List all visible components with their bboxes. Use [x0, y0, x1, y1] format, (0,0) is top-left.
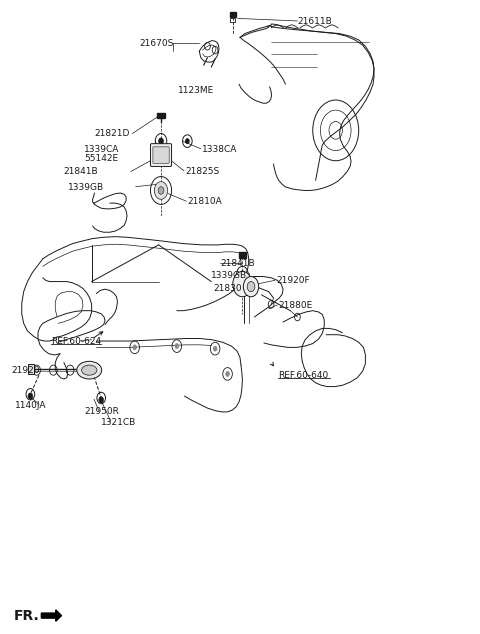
Text: 21825S: 21825S: [185, 167, 219, 176]
Text: 1339CA: 1339CA: [84, 145, 120, 154]
FancyBboxPatch shape: [153, 147, 169, 164]
Circle shape: [240, 271, 245, 277]
Text: 1339GB: 1339GB: [211, 271, 247, 280]
Circle shape: [99, 397, 104, 403]
Circle shape: [175, 344, 179, 349]
Circle shape: [243, 276, 259, 297]
Circle shape: [226, 372, 229, 377]
Text: 1123ME: 1123ME: [178, 86, 214, 95]
Text: 21810A: 21810A: [187, 197, 222, 206]
Circle shape: [213, 346, 217, 351]
Bar: [230, 12, 236, 16]
Circle shape: [247, 281, 255, 292]
Bar: [239, 252, 246, 257]
Bar: [157, 113, 165, 118]
Ellipse shape: [82, 365, 97, 375]
Text: 55142E: 55142E: [84, 154, 119, 164]
Text: REF.60-624: REF.60-624: [51, 337, 101, 346]
Text: 21841B: 21841B: [63, 167, 97, 176]
Text: 21880E: 21880E: [278, 301, 312, 310]
Text: REF.60-640: REF.60-640: [278, 371, 328, 380]
Text: 21950R: 21950R: [84, 408, 120, 417]
Circle shape: [233, 271, 252, 297]
FancyBboxPatch shape: [151, 144, 171, 167]
Bar: [28, 364, 34, 374]
Circle shape: [158, 138, 163, 145]
Text: 21611B: 21611B: [298, 17, 332, 26]
Text: 1321CB: 1321CB: [101, 418, 136, 427]
Text: 21841B: 21841B: [221, 259, 255, 268]
Text: 21670S: 21670S: [140, 39, 174, 48]
Text: 21821D: 21821D: [94, 129, 130, 138]
Circle shape: [158, 186, 164, 194]
Circle shape: [155, 181, 168, 199]
Text: 1339GB: 1339GB: [68, 183, 104, 192]
Text: FR.: FR.: [14, 609, 40, 623]
Circle shape: [133, 345, 137, 350]
Text: 21920: 21920: [11, 366, 40, 375]
Text: 1338CA: 1338CA: [202, 145, 237, 154]
Circle shape: [185, 139, 189, 144]
Text: 1140JA: 1140JA: [15, 401, 47, 410]
Circle shape: [28, 393, 33, 399]
FancyArrow shape: [41, 610, 61, 621]
Text: 21830: 21830: [214, 284, 242, 293]
Ellipse shape: [77, 361, 102, 379]
Bar: [230, 18, 235, 22]
Text: 21920F: 21920F: [276, 276, 310, 285]
